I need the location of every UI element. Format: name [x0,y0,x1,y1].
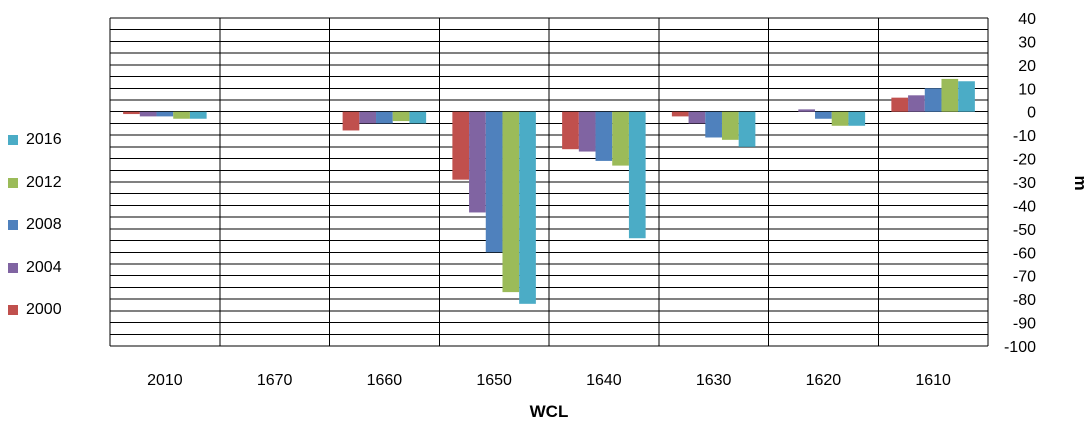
legend-item-2016: 2016 [8,128,62,152]
x-tick-label: 1650 [476,372,512,389]
x-tick-labels: 2010 1670 1660 1650 1640 1630 1620 1610 [147,372,951,389]
bar-2012-1630 [721,111,739,140]
legend-item-2000: 2000 [8,298,62,322]
bar-2016-1630 [738,111,756,147]
y-tick-label: -10 [1013,128,1036,145]
legend-label: 2004 [26,259,62,276]
y-tick-labels: 40 30 20 10 0 -10 -20 -30 -40 -50 -60 -70 -80 -90 -100 [1004,11,1036,356]
bar-2008-1630 [705,111,722,138]
bar-2016-1610 [958,81,975,112]
legend-swatch [8,263,18,273]
y-axis-title: m [1071,175,1089,190]
legend-label: 2016 [26,131,62,148]
bar-2004-1650 [469,111,486,213]
x-axis-title: WCL [530,402,569,421]
x-tick-label: 1630 [696,372,732,389]
y-tick-label: -40 [1013,198,1036,215]
bar-2000-1640 [562,111,579,150]
legend-label: 2008 [26,216,62,233]
bar-2004-1630 [688,111,706,124]
y-tick-label: 0 [1027,105,1036,122]
bar-2000-2010 [123,111,140,115]
legend-swatch [8,178,18,188]
y-tick-label: -100 [1004,339,1036,356]
legend-swatch [8,135,18,145]
bar-2000-1650 [452,111,470,180]
bar-2004-2010 [139,111,157,117]
y-tick-label: 20 [1018,58,1036,75]
bar-2016-1640 [628,111,646,239]
bar-2012-2010 [173,111,190,119]
x-tick-label: 1670 [257,372,293,389]
bar-2004-1640 [578,111,596,152]
legend-swatch [8,220,18,230]
y-tick-label: -20 [1013,152,1036,169]
y-tick-label: -80 [1013,292,1036,309]
legend-label: 2012 [26,174,62,191]
legend-label: 2000 [26,301,62,318]
bar-2008-1610 [924,88,942,112]
x-tick-label: 1640 [586,372,622,389]
y-tick-label: -60 [1013,245,1036,262]
legend-item-2008: 2008 [8,213,62,237]
bar-2012-1610 [941,78,959,112]
legend-item-2004: 2004 [8,256,62,280]
bar-2000-1660 [342,111,360,131]
bar-2012-1640 [612,111,629,166]
bar-2008-2010 [156,111,174,117]
bar-2016-2010 [189,111,207,119]
y-tick-label: -50 [1013,222,1036,239]
bar-2012-1650 [502,111,520,293]
y-tick-label: 30 [1018,34,1036,51]
legend-swatch [8,305,18,315]
y-tick-label: 40 [1018,11,1036,28]
bar-2008-1640 [595,111,613,161]
bar-2004-1610 [908,95,925,112]
bar-2016-1620 [848,111,866,126]
bar-2000-1630 [671,111,689,117]
bars [123,78,975,304]
x-tick-label: 2010 [147,372,183,389]
bar-2016-1650 [519,111,536,304]
y-tick-label: -70 [1013,269,1036,286]
bar-2016-1660 [409,111,427,124]
bar-2008-1650 [485,111,503,253]
bar-2000-1610 [891,97,909,112]
gridlines [109,17,989,347]
y-tick-label: 10 [1018,81,1036,98]
bar-2008-1620 [815,111,832,119]
bar-2004-1660 [359,111,377,124]
bar-2012-1660 [392,111,410,122]
bar-2008-1660 [376,111,393,124]
x-tick-label: 1660 [367,372,403,389]
y-tick-label: -30 [1013,175,1036,192]
legend-item-2012: 2012 [8,171,62,195]
bar-2004-1620 [798,109,816,112]
x-tick-label: 1620 [806,372,842,389]
bar-2012-1620 [831,111,849,126]
y-tick-label: -90 [1013,316,1036,333]
x-tick-label: 1610 [915,372,951,389]
